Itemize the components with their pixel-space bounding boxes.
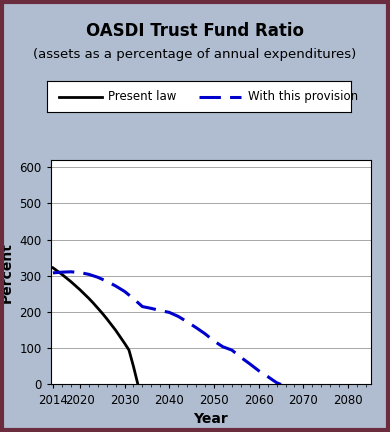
With this provision [51,270,55,276]
With this provision [131,296,136,301]
Present law [136,382,140,387]
X-axis label: Year: Year [193,412,228,426]
Text: With this provision: With this provision [248,90,358,103]
With this provision [149,306,154,311]
With this provision [203,331,207,337]
Present law [55,268,60,273]
Present law [104,316,109,321]
With this provision [221,344,225,349]
Text: Present law: Present law [108,90,176,103]
With this provision [256,368,261,373]
Text: OASDI Trust Fund Ratio: OASDI Trust Fund Ratio [86,22,304,40]
With this provision [95,275,100,280]
Present law [127,347,131,353]
With this provision [104,279,109,284]
Present law [69,279,73,284]
Present law [51,265,55,270]
Present law [86,295,91,301]
With this provision [274,380,279,385]
Present law [131,364,136,369]
With this provision [212,338,216,343]
Present law [95,305,100,311]
With this provision [60,270,64,275]
Present law [118,334,122,339]
Present law [100,311,105,316]
Y-axis label: Percent: Percent [0,242,14,302]
Present law [64,275,69,280]
With this provision [176,314,181,319]
With this provision [140,304,145,309]
With this provision [69,269,73,274]
With this provision [78,270,82,275]
With this provision [158,308,163,313]
With this provision [185,319,190,324]
Present law [113,327,118,333]
With this provision [113,283,118,289]
Present law [109,322,113,327]
Present law [60,272,64,277]
Line: Present law: Present law [53,268,138,384]
With this provision [247,361,252,366]
Present law [82,291,87,296]
With this provision [229,347,234,353]
With this provision [86,272,91,277]
With this provision [265,374,270,379]
With this provision [194,325,199,330]
With this provision [279,382,284,387]
Present law [78,287,82,292]
Present law [122,340,127,346]
Text: (assets as a percentage of annual expenditures): (assets as a percentage of annual expend… [34,48,356,60]
Present law [73,283,78,288]
With this provision [122,289,127,294]
Present law [91,300,96,305]
With this provision [238,355,243,360]
With this provision [167,310,172,315]
Line: With this provision: With this provision [53,272,281,384]
